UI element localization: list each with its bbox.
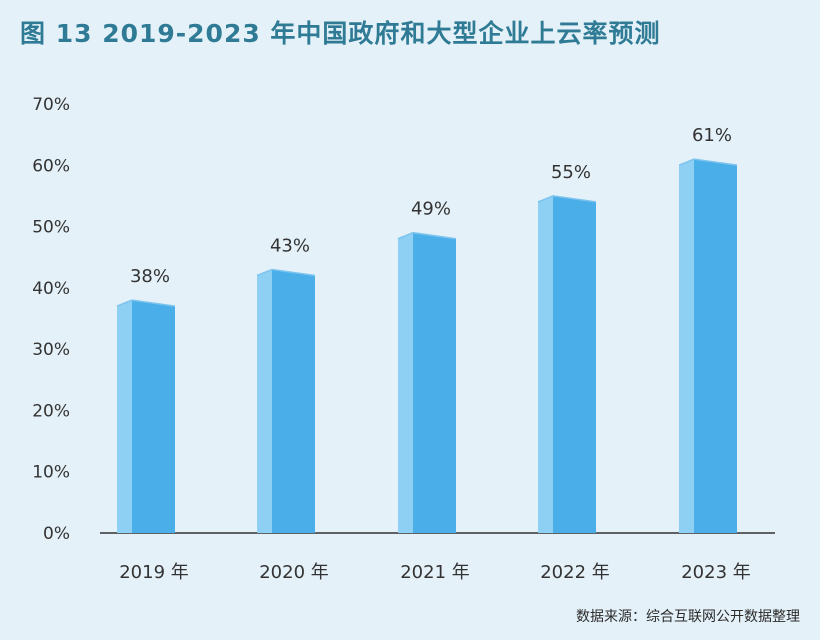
bar bbox=[397, 231, 457, 533]
bar-side-face bbox=[117, 300, 132, 533]
x-axis-ticks: 2019 年 2020 年 2021 年 2022 年 2023 年 bbox=[119, 562, 751, 583]
bar-top-edge bbox=[678, 158, 738, 166]
bar-front-face bbox=[132, 300, 175, 533]
bar bbox=[116, 299, 176, 533]
bar-side-face bbox=[257, 269, 272, 533]
x-tick-label: 2020 年 bbox=[259, 562, 329, 583]
bar bbox=[537, 195, 597, 533]
y-tick-label: 60% bbox=[32, 156, 70, 176]
y-tick-label: 10% bbox=[32, 463, 70, 483]
data-label: 61% bbox=[692, 125, 732, 146]
data-label: 49% bbox=[411, 199, 451, 220]
y-tick-label: 20% bbox=[32, 401, 70, 421]
x-tick-label: 2021 年 bbox=[400, 562, 470, 583]
y-tick-label: 0% bbox=[43, 524, 70, 544]
y-tick-label: 30% bbox=[32, 340, 70, 360]
data-labels: 38% 43% 49% 55% 61% bbox=[130, 125, 732, 287]
y-axis-ticks: 0% 10% 20% 30% 40% 50% 60% 70% bbox=[32, 95, 70, 544]
bar-top-edge bbox=[537, 195, 597, 203]
bar-top-edge bbox=[256, 268, 316, 277]
source-note: 数据来源：综合互联网公开数据整理 bbox=[576, 609, 800, 625]
bars bbox=[116, 158, 738, 533]
y-tick-label: 50% bbox=[32, 218, 70, 238]
y-tick-label: 40% bbox=[32, 279, 70, 299]
bar-top-edge bbox=[116, 299, 176, 307]
bar bbox=[678, 158, 738, 533]
data-label: 55% bbox=[551, 162, 591, 183]
bar-side-face bbox=[679, 159, 694, 533]
bar-front-face bbox=[553, 195, 596, 533]
bar bbox=[256, 268, 316, 533]
bar-front-face bbox=[272, 269, 315, 533]
bar-front-face bbox=[413, 232, 456, 533]
data-label: 43% bbox=[270, 235, 310, 256]
chart-title: 图 13 2019-2023 年中国政府和大型企业上云率预测 bbox=[20, 19, 661, 48]
data-label: 38% bbox=[130, 266, 170, 287]
bar-side-face bbox=[398, 232, 413, 533]
bar-side-face bbox=[538, 195, 553, 533]
x-tick-label: 2023 年 bbox=[681, 562, 751, 583]
bar-top-edge bbox=[397, 231, 457, 240]
x-tick-label: 2022 年 bbox=[540, 562, 610, 583]
x-tick-label: 2019 年 bbox=[119, 562, 189, 583]
y-tick-label: 70% bbox=[32, 95, 70, 115]
bar-front-face bbox=[694, 159, 737, 533]
